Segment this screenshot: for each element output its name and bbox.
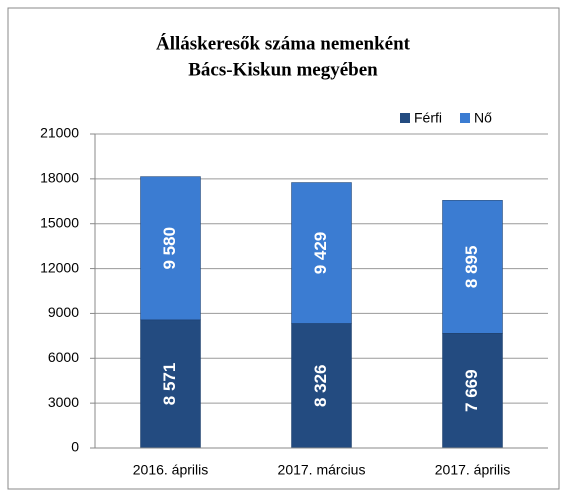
chart-title: Bács-Kiskun megyében xyxy=(188,59,378,80)
x-tick-label: 2017. március xyxy=(278,462,366,478)
value-label: 9 429 xyxy=(311,232,330,275)
bar-segment xyxy=(291,323,352,449)
legend-label: Nő xyxy=(474,110,492,126)
x-tick-label: 2017. április xyxy=(435,462,511,478)
y-tick-label: 6000 xyxy=(48,349,79,365)
value-label: 8 326 xyxy=(311,364,330,407)
y-tick-label: 3000 xyxy=(48,394,79,410)
y-tick-label: 18000 xyxy=(40,170,79,186)
value-label: 9 580 xyxy=(160,227,179,270)
chart-title: Álláskeresők száma nemenként xyxy=(156,32,411,54)
y-tick-label: 9000 xyxy=(48,304,79,320)
bar-segment xyxy=(291,182,352,324)
bar-segment xyxy=(140,176,201,321)
legend-swatch xyxy=(460,113,470,123)
legend-label: Férfi xyxy=(414,110,442,126)
bar-segment xyxy=(140,319,201,449)
y-tick-label: 12000 xyxy=(40,259,79,275)
y-tick-label: 15000 xyxy=(40,214,79,230)
y-tick-label: 21000 xyxy=(40,125,79,141)
legend-swatch xyxy=(400,113,410,123)
bar-segment xyxy=(442,200,503,334)
y-tick-label: 0 xyxy=(71,439,79,455)
value-label: 7 669 xyxy=(462,369,481,412)
bar-segment xyxy=(442,333,503,449)
x-tick-label: 2016. április xyxy=(133,462,209,478)
value-label: 8 895 xyxy=(462,246,481,289)
value-label: 8 571 xyxy=(160,363,179,406)
